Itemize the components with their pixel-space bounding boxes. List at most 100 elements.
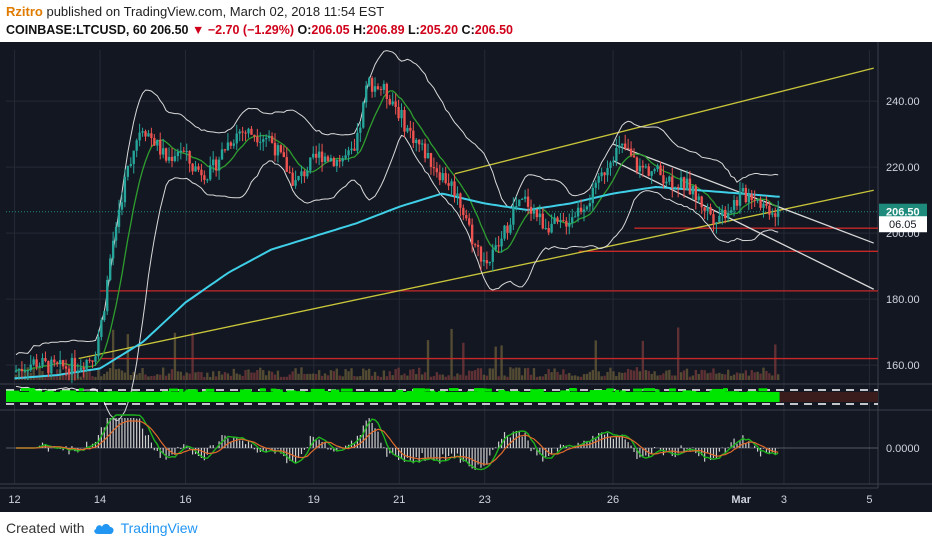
tradingview-cloud-icon xyxy=(93,524,114,534)
volume-bar xyxy=(35,375,38,380)
volume-bar xyxy=(294,368,297,380)
bollinger-upper-band xyxy=(15,50,779,356)
volume-bar xyxy=(762,367,765,380)
volume-bar xyxy=(588,371,592,380)
indicator-segment xyxy=(643,388,656,392)
candle-body xyxy=(359,127,362,133)
candle-body xyxy=(203,175,206,180)
volume-bar xyxy=(435,372,439,380)
last-price-badge xyxy=(879,203,927,220)
candle-body xyxy=(367,78,371,86)
candle-body xyxy=(641,165,645,168)
candle-body xyxy=(744,187,748,203)
volume-bar xyxy=(259,367,262,380)
candle-body xyxy=(91,360,94,362)
candle-body xyxy=(562,220,565,222)
candle-body xyxy=(482,260,486,262)
candle-body xyxy=(315,153,318,158)
candle-body xyxy=(762,203,765,208)
volume-bar xyxy=(415,374,418,380)
volume-bar xyxy=(262,370,265,380)
indicator-segment xyxy=(476,388,488,392)
volume-bar xyxy=(509,367,512,380)
last-price-badge-text: 206.50 xyxy=(886,207,920,219)
candle-body xyxy=(338,159,341,162)
candle-body xyxy=(629,148,633,156)
candle-body xyxy=(58,360,62,365)
volume-bar xyxy=(309,373,312,380)
last-price: 206.50 xyxy=(150,23,189,37)
candle-body xyxy=(41,357,44,366)
bollinger-bands xyxy=(15,50,779,422)
down-arrow-icon: ▼ xyxy=(191,23,205,37)
author-name[interactable]: Rzitro xyxy=(6,4,43,19)
volume-bar xyxy=(712,368,715,380)
candle-body xyxy=(462,207,465,216)
volume-bar xyxy=(23,371,27,380)
volume-bar xyxy=(606,372,609,380)
volume-bar xyxy=(753,372,756,380)
indicator-segment xyxy=(6,390,20,394)
volume-bar xyxy=(718,372,721,380)
publish-text: published on TradingView.com, March 02, … xyxy=(46,4,385,19)
price-chart[interactable]: 160.00180.00200.00220.00240.000.0000206.… xyxy=(0,42,932,512)
indicator-segment xyxy=(64,390,77,394)
indicator-segment xyxy=(318,389,325,393)
volume-bar xyxy=(777,374,780,380)
volume-bar xyxy=(53,374,56,380)
candle-body xyxy=(229,142,233,146)
candle-body xyxy=(353,148,356,151)
volume-bar xyxy=(347,371,350,380)
candle-body xyxy=(206,179,209,181)
candle-body xyxy=(309,157,312,171)
candle-body xyxy=(61,360,65,367)
candle-body xyxy=(550,223,553,233)
high-label: H: xyxy=(353,23,367,37)
volume-bar xyxy=(679,372,683,380)
candle-body xyxy=(515,206,518,208)
volume-bar xyxy=(279,376,283,380)
volume-bar xyxy=(267,370,271,380)
volume-bar xyxy=(256,369,259,380)
volume-bar xyxy=(103,373,106,380)
candle-body xyxy=(141,131,144,133)
candle-body xyxy=(223,149,227,151)
candle-body xyxy=(768,205,771,215)
volume-bar xyxy=(179,371,182,380)
price-tick-label: 220.00 xyxy=(886,162,920,174)
volume-bar xyxy=(317,370,321,380)
indicator-segment xyxy=(201,391,208,395)
symbol-info: COINBASE:LTCUSD, 60 206.50 ▼ −2.70 (−1.2… xyxy=(6,23,513,37)
indicator-segment xyxy=(272,389,283,393)
volume-bar xyxy=(650,373,653,380)
volume-bar xyxy=(624,372,627,380)
volume-bar xyxy=(538,376,542,380)
candle-body xyxy=(509,224,512,233)
candle-body xyxy=(653,169,656,172)
candle-body xyxy=(50,359,53,373)
volume-bar xyxy=(373,371,377,380)
volume-bar xyxy=(700,369,703,380)
time-tick-label: 16 xyxy=(179,494,191,506)
candle-body xyxy=(597,176,600,183)
candle-body xyxy=(573,216,577,218)
candle-body xyxy=(603,172,606,176)
volume-bar xyxy=(288,374,291,380)
indicator-segment xyxy=(50,391,63,395)
volume-bar xyxy=(488,368,491,380)
candle-body xyxy=(385,83,388,99)
candle-body xyxy=(379,89,383,91)
volume-bar xyxy=(526,367,530,380)
volume-bar xyxy=(144,374,147,380)
tradingview-link[interactable]: TradingView xyxy=(120,520,198,536)
volume-bar xyxy=(456,373,459,380)
volume-bar xyxy=(453,376,456,380)
candle-body xyxy=(727,212,730,219)
volume-bar xyxy=(297,373,300,380)
candle-body xyxy=(420,143,424,145)
candle-body xyxy=(94,356,97,362)
candle-body xyxy=(423,143,427,159)
volume-bar xyxy=(220,374,224,380)
price-tick-label: 240.00 xyxy=(886,96,920,108)
volume-bar xyxy=(691,375,695,380)
